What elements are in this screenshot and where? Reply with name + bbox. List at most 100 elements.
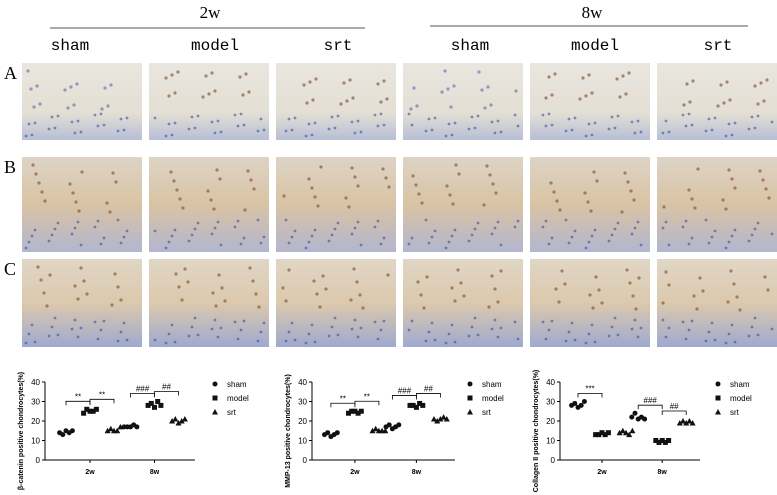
marrow-cell — [704, 339, 708, 343]
cell — [167, 94, 171, 98]
column-label: sham — [51, 37, 89, 55]
cell — [584, 94, 588, 98]
cell — [618, 95, 622, 99]
cell — [241, 93, 245, 97]
marrow-cell — [33, 228, 37, 232]
cell — [456, 268, 460, 272]
cell — [220, 286, 224, 290]
marrow-cell — [433, 116, 437, 120]
marrow-cell — [770, 232, 774, 236]
marrow-cell — [513, 225, 517, 229]
significance-label: ** — [364, 392, 370, 401]
marrow-cell — [356, 220, 360, 224]
micrograph — [657, 157, 777, 252]
marrow-cell — [467, 334, 471, 338]
cell — [733, 186, 737, 190]
chart: 0 10 20 30 40 β-catenin positive chondrocytes… — [18, 372, 249, 490]
cell — [207, 92, 211, 96]
marrow-cell — [379, 242, 383, 246]
cell — [554, 287, 558, 291]
cell — [319, 165, 323, 169]
cell — [172, 179, 176, 183]
cell — [40, 190, 44, 194]
marrow-cell — [379, 112, 383, 116]
marrow-cell — [125, 338, 129, 342]
cell — [35, 84, 39, 88]
marrow-cell — [262, 235, 266, 239]
point — [134, 424, 140, 430]
marrow-cell — [687, 328, 691, 332]
point — [581, 399, 587, 404]
marrow-cell — [541, 320, 545, 324]
cell — [183, 267, 187, 271]
marrow-cell — [310, 133, 314, 137]
marrow-cell — [564, 218, 568, 222]
point — [155, 399, 161, 404]
point — [417, 400, 423, 406]
marrow-cell — [262, 128, 266, 132]
cell — [728, 98, 732, 102]
marrow-cell — [30, 133, 34, 137]
point — [93, 406, 99, 412]
cell — [181, 206, 185, 210]
point — [656, 439, 662, 445]
point — [689, 419, 696, 426]
marrow-cell — [667, 243, 671, 247]
marrow-cell — [116, 218, 120, 222]
marrow-cell — [96, 337, 100, 341]
micrograph-grid — [22, 63, 777, 347]
cell — [557, 300, 561, 304]
cell — [178, 197, 182, 201]
marrow-cell — [219, 326, 223, 330]
marrow-cell — [690, 236, 694, 240]
marrow-cell — [433, 229, 437, 233]
cell — [625, 268, 629, 272]
cell — [716, 104, 720, 108]
cell — [85, 292, 89, 296]
point — [349, 408, 355, 414]
marrow-cell — [573, 338, 577, 342]
point — [430, 416, 437, 422]
marrow-cell — [430, 128, 434, 132]
marrow-cell — [407, 112, 411, 116]
marrow-cell — [313, 121, 317, 125]
marrow-cell — [473, 227, 477, 231]
micrograph — [403, 157, 523, 252]
point — [175, 419, 182, 426]
cell — [594, 275, 598, 279]
cell — [581, 76, 585, 80]
y-tick-label: 30 — [31, 398, 40, 407]
micrograph — [149, 63, 269, 140]
cell — [170, 73, 174, 77]
marrow-cell — [79, 326, 83, 330]
cell — [763, 275, 767, 279]
marrow-cell — [56, 221, 60, 225]
marrow-cell — [27, 332, 31, 336]
cell — [169, 170, 173, 174]
marrow-cell — [233, 320, 237, 324]
marrow-cell — [79, 243, 83, 247]
point — [152, 404, 157, 410]
marrow-cell — [664, 220, 668, 224]
cell — [459, 281, 463, 285]
marrow-cell — [430, 321, 434, 325]
cell — [119, 298, 123, 302]
cell — [314, 77, 318, 81]
significance-label: ## — [670, 402, 679, 411]
point — [372, 425, 379, 432]
marrow-cell — [593, 340, 597, 344]
cell — [595, 179, 599, 183]
cell — [45, 304, 49, 308]
marrow-cell — [373, 320, 377, 324]
cell — [409, 107, 413, 111]
cell — [488, 173, 492, 177]
marrow-cell — [373, 225, 377, 229]
cell — [26, 69, 30, 73]
cell — [106, 104, 110, 108]
cell — [583, 191, 587, 195]
marrow-cell — [733, 340, 737, 344]
marrow-cell — [284, 339, 288, 343]
chart: 0 10 20 30 40 Collagen II positive chondrocyt… — [533, 370, 752, 493]
cell — [339, 102, 343, 106]
marrow-cell — [290, 128, 294, 132]
